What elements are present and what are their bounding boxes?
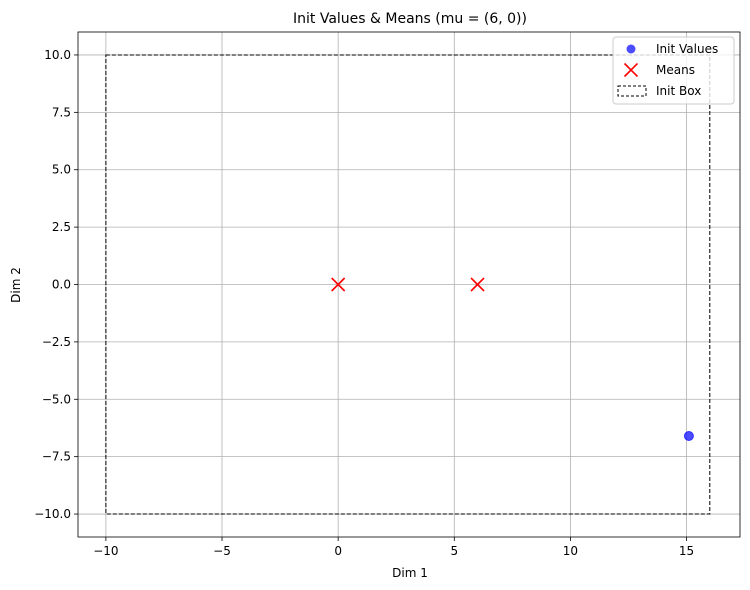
legend-init-values-marker xyxy=(626,44,636,54)
y-tick-label: 5.0 xyxy=(52,163,71,177)
mean-marker xyxy=(470,277,485,292)
mean-marker-stroke xyxy=(470,277,485,292)
x-tick-label: 5 xyxy=(450,544,458,558)
y-tick-label: −7.5 xyxy=(42,450,71,464)
y-tick-label: −2.5 xyxy=(42,335,71,349)
x-axis-label: Dim 1 xyxy=(392,566,428,580)
y-tick-label: 0.0 xyxy=(52,278,71,292)
legend-label: Means xyxy=(656,63,695,77)
x-tick-label: 15 xyxy=(679,544,694,558)
init-box xyxy=(105,54,711,515)
plot-area xyxy=(105,54,711,515)
y-tick-label: −5.0 xyxy=(42,392,71,406)
legend-label: Init Values xyxy=(656,42,718,56)
legend-label: Init Box xyxy=(656,84,701,98)
x-tick-label: −10 xyxy=(93,544,118,558)
axes: −10 −5 0 5 10 15 10.0 7.5 5.0 2.5 0.0 −2.5 −5.0 −7.5 −… xyxy=(34,31,741,558)
mean-marker-stroke xyxy=(331,277,346,292)
legend-box xyxy=(612,36,735,105)
axes-frame xyxy=(77,31,741,538)
mean-marker xyxy=(331,277,346,292)
init-value-point xyxy=(683,431,694,441)
y-tick-label: 2.5 xyxy=(52,220,71,234)
y-tick-label: 10.0 xyxy=(44,48,71,62)
y-axis-label: Dim 2 xyxy=(9,267,23,303)
x-tick-label: −5 xyxy=(213,544,231,558)
x-tick-label: 10 xyxy=(563,544,578,558)
y-tick-label: 7.5 xyxy=(52,105,71,119)
legend: Init Values Means Init Box xyxy=(612,36,735,105)
legend-init-box-swatch xyxy=(617,85,647,97)
x-tick-label: 0 xyxy=(334,544,342,558)
chart-title: Init Values & Means (mu = (6, 0)) xyxy=(293,11,527,27)
legend-means-marker xyxy=(623,62,639,78)
y-tick-label: −10.0 xyxy=(34,507,71,521)
